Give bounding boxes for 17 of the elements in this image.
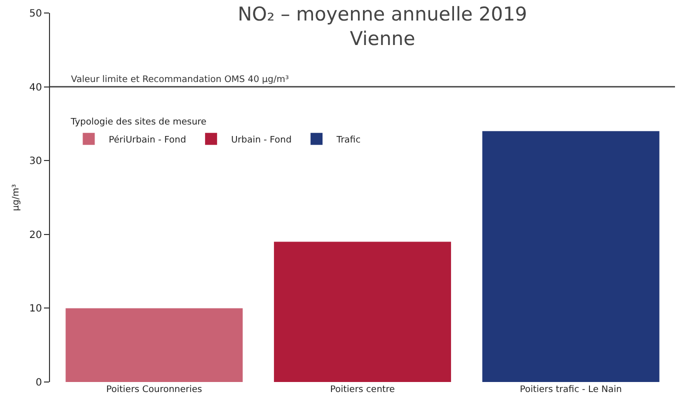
y-axis-title: µg/m³ [12, 184, 22, 211]
y-tick-label: 40 [29, 82, 42, 94]
text: Vienne [350, 28, 416, 50]
y-tick-label: 10 [29, 304, 42, 315]
chart-title: NO₂ – moyenne annuelle 2019 [238, 3, 528, 26]
legend-label: PériUrbain - Fond [108, 134, 186, 146]
y-tick-label: 50 [29, 8, 42, 20]
legend-title: Typologie des sites de mesure [70, 117, 207, 128]
y-tick-label: 20 [29, 230, 42, 241]
legend-label: Urbain - Fond [231, 135, 292, 146]
x-tick-label: Poitiers centre [330, 385, 396, 395]
ref-line-label: Valeur limite et Recommandation OMS 40 µg/m³ [71, 75, 290, 85]
y-tick-label: 30 [29, 156, 42, 168]
legend-label: Trafic [336, 135, 361, 146]
y-tick-label: 0 [36, 378, 42, 388]
x-tick-label: Poitiers trafic - Le Nain [520, 385, 622, 395]
x-tick-label: Poitiers Couronneries [106, 385, 202, 395]
